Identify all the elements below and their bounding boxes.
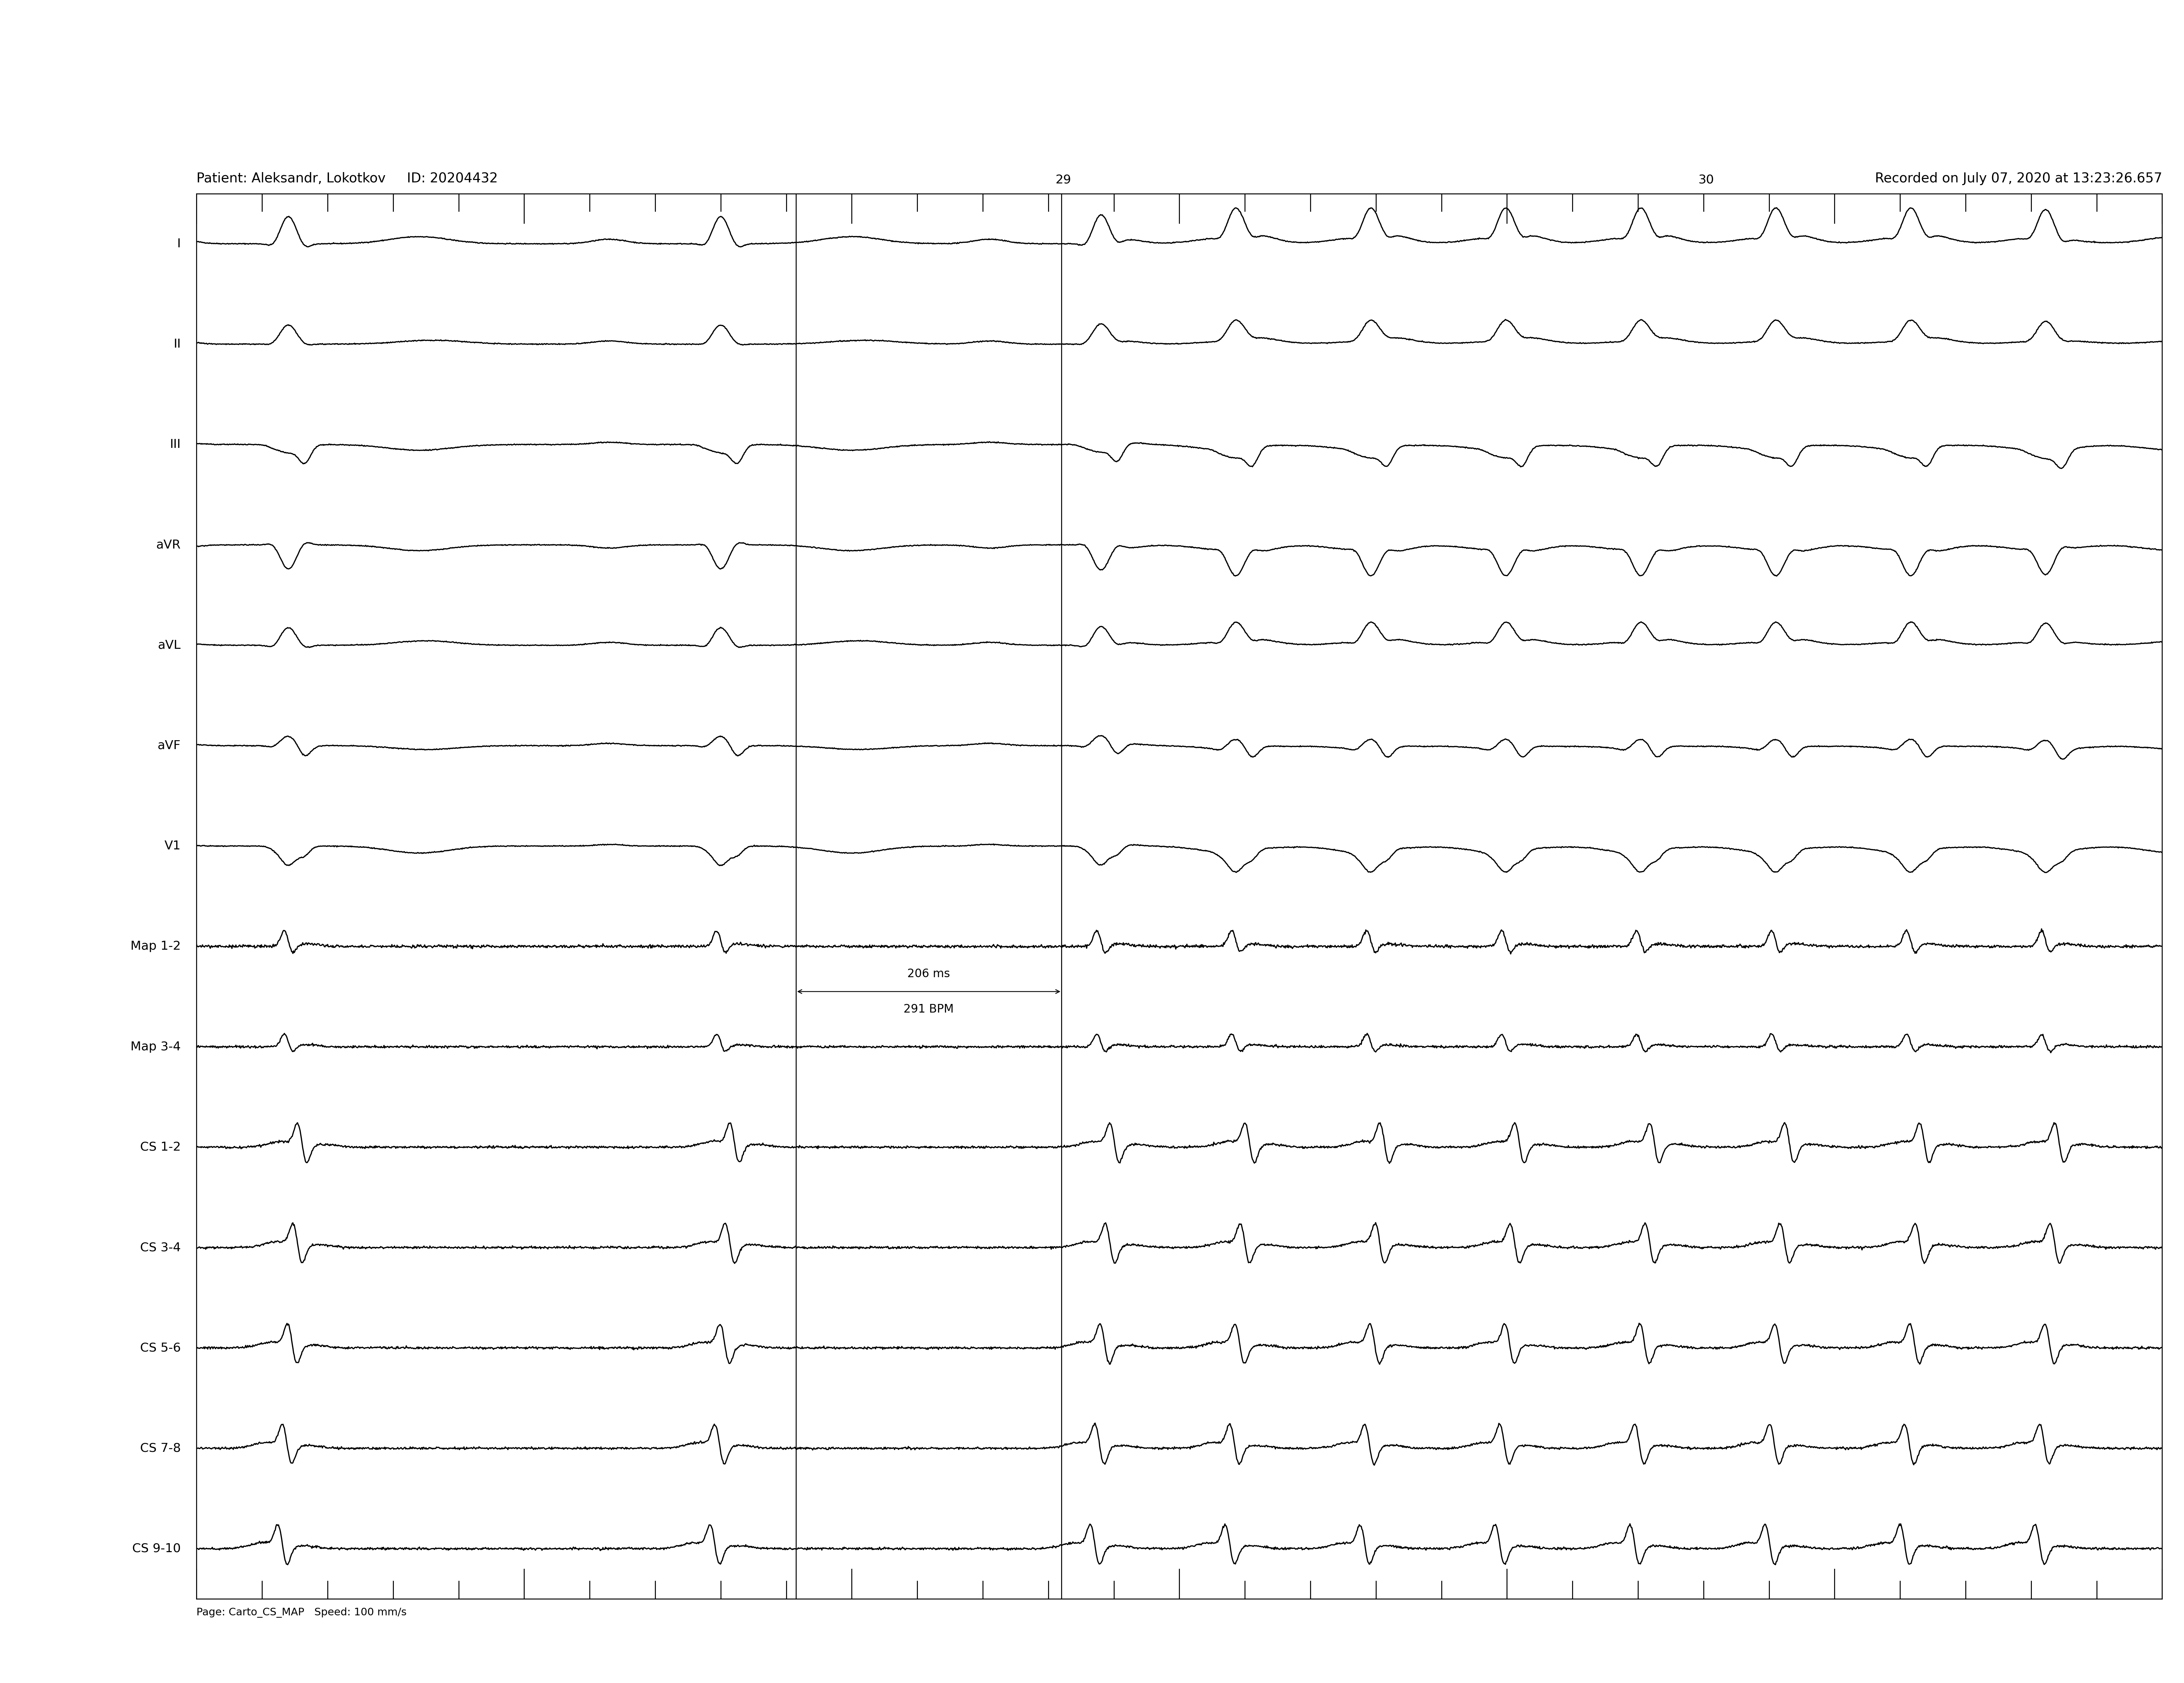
Text: Page: Carto_CS_MAP   Speed: 100 mm/s: Page: Carto_CS_MAP Speed: 100 mm/s — [197, 1607, 406, 1617]
Text: Recorded on July 07, 2020 at 13:23:26.657: Recorded on July 07, 2020 at 13:23:26.65… — [1874, 172, 2162, 185]
Text: 206 ms: 206 ms — [906, 968, 950, 980]
Text: Patient: Aleksandr, Lokotkov     ID: 20204432: Patient: Aleksandr, Lokotkov ID: 2020443… — [197, 172, 498, 185]
Text: 30: 30 — [1699, 173, 1714, 185]
Text: Map 1-2: Map 1-2 — [131, 941, 181, 953]
Text: aVF: aVF — [157, 741, 181, 752]
Text: Map 3-4: Map 3-4 — [131, 1040, 181, 1052]
Text: aVL: aVL — [157, 640, 181, 651]
Text: CS 5-6: CS 5-6 — [140, 1341, 181, 1353]
Text: II: II — [173, 338, 181, 350]
Text: CS 9-10: CS 9-10 — [133, 1543, 181, 1555]
Text: III: III — [170, 439, 181, 451]
Text: I: I — [177, 237, 181, 249]
Text: CS 3-4: CS 3-4 — [140, 1242, 181, 1254]
Text: 29: 29 — [1055, 173, 1072, 185]
Text: aVR: aVR — [157, 539, 181, 550]
Text: CS 7-8: CS 7-8 — [140, 1442, 181, 1454]
Text: V1: V1 — [164, 840, 181, 852]
Text: CS 1-2: CS 1-2 — [140, 1141, 181, 1153]
Text: 291 BPM: 291 BPM — [904, 1003, 954, 1015]
